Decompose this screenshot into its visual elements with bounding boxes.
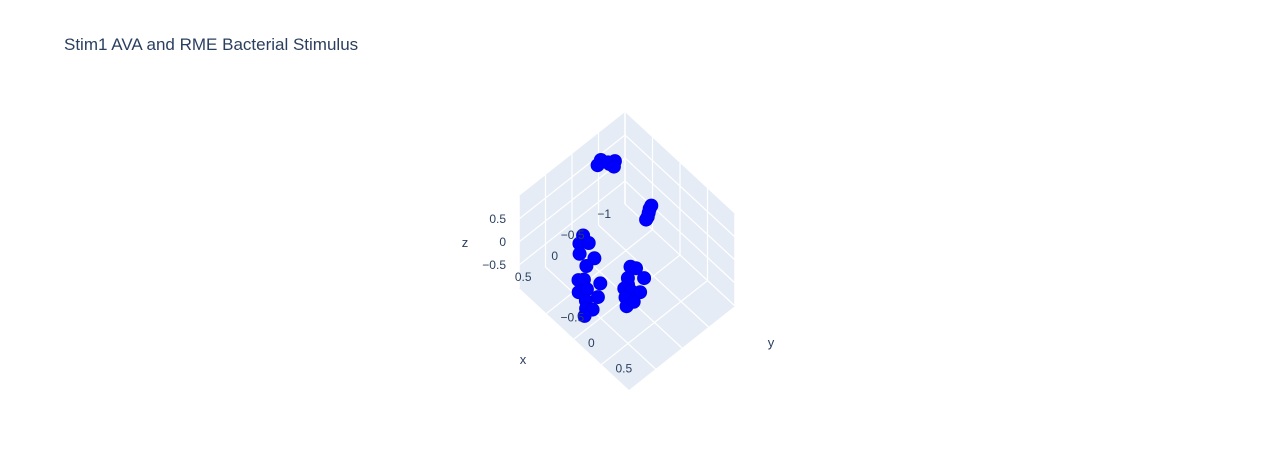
grid-line-y [546,229,653,314]
y-tick-label: 0.5 [616,362,633,376]
grid-line-z [624,180,736,284]
tick-labels: −1−0.500.5−0.500.5−0.500.5 [482,207,632,376]
data-point[interactable] [637,271,652,286]
x-axis-title: x [520,352,527,367]
grid-line-z [624,157,736,261]
data-point[interactable] [577,308,592,323]
y-tick-label: 0 [588,336,595,350]
x-tick-label: 0.5 [515,270,532,284]
data-point[interactable] [626,294,641,309]
grid-line-z [624,134,736,238]
x-tick-label: −1 [597,207,611,221]
grid-line-z [518,180,626,266]
grid-line-z [518,157,626,243]
data-point[interactable] [606,159,621,174]
z-axis-title: z [462,235,469,250]
data-point[interactable] [572,246,587,261]
data-point[interactable] [629,261,643,276]
chart-title: Stim1 AVA and RME Bacterial Stimulus [64,35,358,54]
data-points [571,153,659,323]
data-point[interactable] [579,282,594,297]
data-point[interactable] [639,212,654,227]
z-tick-label: −0.5 [482,258,506,272]
x-tick-label: 0 [551,249,558,263]
scene-3d[interactable]: −1−0.500.5−0.500.5−0.500.5 x y z [462,112,775,390]
data-point[interactable] [579,259,594,273]
grid-line-y [601,280,708,365]
data-point[interactable] [593,276,608,291]
data-point[interactable] [590,290,605,305]
z-tick-label: 0 [499,235,506,249]
grid-line-z [518,134,626,220]
data-point[interactable] [633,285,648,300]
z-tick-label: 0.5 [489,212,506,226]
x-tick-label: −0.5 [561,228,585,242]
data-point[interactable] [581,236,596,250]
y-tick-label: −0.5 [561,311,585,325]
y-axis-title: y [768,335,775,350]
